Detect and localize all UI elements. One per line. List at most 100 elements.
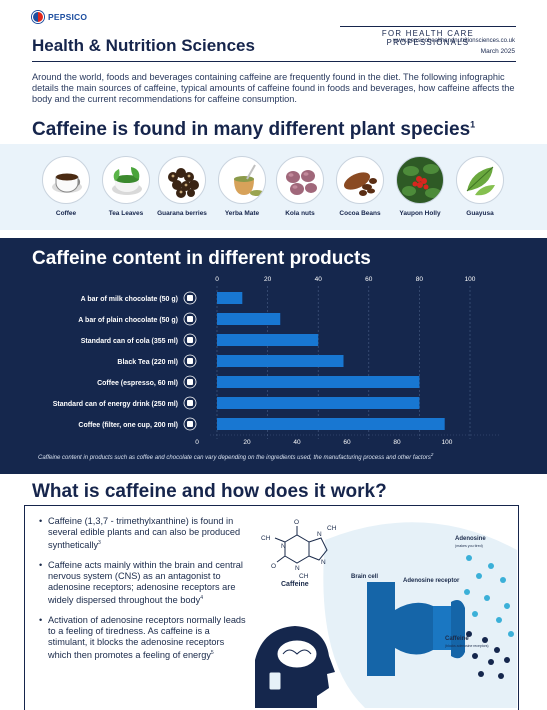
x-tick-label-top: 80 bbox=[416, 276, 424, 283]
espresso-cup-icon-glyph bbox=[187, 379, 193, 385]
mechanism-bullets: Caffeine (1,3,7 - trimethylxanthine) is … bbox=[39, 516, 249, 670]
brand-name: PEPSICO bbox=[48, 12, 88, 22]
pepsico-logo: PEPSICO bbox=[32, 11, 87, 23]
category-label: Coffee (espresso, 60 ml) bbox=[97, 380, 178, 387]
chart-title: Caffeine content in different products bbox=[32, 248, 371, 269]
molecule-atom: CH bbox=[327, 525, 337, 532]
plant-label: Kola nuts bbox=[285, 210, 315, 217]
bullet-text: Activation of adenosine receptors normal… bbox=[48, 615, 246, 661]
chart-bar bbox=[217, 313, 281, 325]
coffee-cup-icon bbox=[42, 156, 90, 204]
plant-item-kola-nuts: Kola nuts bbox=[270, 156, 330, 217]
yaupon-holly-icon bbox=[396, 156, 444, 204]
chart-note-ref: 2 bbox=[430, 452, 434, 457]
category-label: A bar of milk chocolate (50 g) bbox=[81, 296, 178, 303]
x-tick-label-bottom: 60 bbox=[343, 439, 351, 446]
bullet-item: Caffeine (1,3,7 - trimethylxanthine) is … bbox=[39, 516, 249, 551]
publish-date: March 2025 bbox=[480, 48, 515, 55]
x-tick-label-top: 0 bbox=[215, 276, 219, 283]
adenosine-sublabel: (makes you tired) bbox=[455, 544, 483, 548]
caffeine-dots bbox=[466, 631, 510, 679]
category-label: Coffee (filter, one cup, 200 ml) bbox=[78, 422, 178, 429]
plain-chocolate-icon bbox=[183, 312, 197, 326]
tea-leaves-icon bbox=[102, 156, 150, 204]
x-tick-label-bottom: 100 bbox=[442, 439, 453, 446]
caffeine-molecule-icon bbox=[274, 526, 328, 564]
plant-sources-band: Coffee Tea Leaves Guarana berries Yerba … bbox=[0, 144, 547, 230]
molecule-atom: N bbox=[321, 559, 326, 566]
plant-label: Yerba Mate bbox=[224, 210, 260, 217]
molecule-atom: O bbox=[271, 563, 276, 570]
yerba-mate-icon bbox=[218, 156, 266, 204]
x-tick-label-bottom: 80 bbox=[393, 439, 401, 446]
caffeine-bar-chart: 0 20 40 60 80 100 0 20 40 60 80 100 A bar of milk ch… bbox=[53, 276, 500, 446]
section-plants-heading: Caffeine is found in many different plan… bbox=[32, 119, 475, 141]
guarana-berries-icon bbox=[158, 156, 206, 204]
filter-coffee-icon-glyph bbox=[187, 421, 193, 427]
category-label: Black Tea (220 ml) bbox=[117, 359, 178, 366]
plant-label: Cocoa Beans bbox=[339, 210, 381, 217]
x-tick-label-top: 20 bbox=[264, 276, 272, 283]
energy-drink-icon-glyph bbox=[187, 400, 193, 406]
adenosine-label: Adenosine bbox=[455, 536, 486, 542]
caffeine-chart-panel: Caffeine content in different products 0… bbox=[0, 238, 547, 474]
coffee-cup-icon bbox=[268, 671, 282, 691]
caffeine-sublabel: (blocks adenosine receptors) bbox=[445, 644, 489, 648]
page-header: PEPSICO Health & Nutrition Sciences FOR … bbox=[0, 0, 547, 66]
x-tick-label-bottom: 40 bbox=[293, 439, 301, 446]
x-tick-label-bottom: 0 bbox=[195, 439, 199, 446]
plant-item-cocoa-beans: Cocoa Beans bbox=[330, 156, 390, 217]
chart-bar bbox=[217, 292, 243, 304]
guayusa-icon bbox=[456, 156, 504, 204]
bullet-item: Caffeine acts mainly within the brain an… bbox=[39, 560, 249, 606]
chart-bar bbox=[217, 376, 420, 388]
header-divider bbox=[32, 61, 516, 62]
adenosine-dots bbox=[464, 555, 514, 637]
molecule-atom: CH bbox=[261, 535, 271, 542]
bullet-item: Activation of adenosine receptors normal… bbox=[39, 615, 249, 661]
chart-bar bbox=[217, 418, 445, 430]
category-label: Standard can of energy drink (250 ml) bbox=[53, 401, 178, 408]
teapot-icon-glyph bbox=[187, 358, 193, 364]
category-label: Standard can of cola (355 ml) bbox=[81, 338, 178, 345]
website-link[interactable]: www.pepsicohealthandnutritionsciences.co… bbox=[392, 38, 515, 44]
espresso-cup-icon bbox=[183, 375, 197, 389]
bullet-ref: 3 bbox=[98, 540, 101, 546]
molecule-label: Caffeine bbox=[281, 581, 309, 588]
pepsico-globe-icon bbox=[32, 11, 44, 23]
plant-label: Coffee bbox=[55, 210, 77, 217]
cocoa-beans-icon bbox=[336, 156, 384, 204]
chart-bar bbox=[217, 397, 420, 409]
bullet-text: Caffeine (1,3,7 - trimethylxanthine) is … bbox=[48, 516, 241, 551]
chart-footnote: Caffeine content in products such as cof… bbox=[38, 452, 433, 461]
cola-can-icon bbox=[183, 333, 197, 347]
chart-bar bbox=[217, 355, 344, 367]
molecule-atom: N bbox=[317, 531, 322, 538]
section-plants-title: Caffeine is found in many different plan… bbox=[32, 119, 471, 140]
category-label: A bar of plain chocolate (50 g) bbox=[78, 317, 178, 324]
teapot-icon bbox=[183, 354, 197, 368]
plant-label: Guarana berries bbox=[157, 210, 207, 217]
chart-bar bbox=[217, 334, 319, 346]
page-title: Health & Nutrition Sciences bbox=[32, 36, 255, 55]
plant-label: Tea Leaves bbox=[108, 210, 144, 217]
x-tick-label-top: 60 bbox=[365, 276, 373, 283]
plant-label: Yaupon Holly bbox=[399, 210, 441, 217]
x-tick-label-bottom: 20 bbox=[243, 439, 251, 446]
molecule-atom: O bbox=[294, 519, 299, 526]
section-plants-ref: 1 bbox=[470, 119, 476, 130]
filter-coffee-icon bbox=[183, 417, 197, 431]
caffeine-mechanism-diagram: O N N N N O CH CH CH Caffeine Brain cell… bbox=[255, 510, 517, 708]
plant-item-guayusa: Guayusa bbox=[450, 156, 510, 217]
brain-cell-shape bbox=[367, 582, 433, 676]
plant-item-guarana: Guarana berries bbox=[152, 156, 212, 217]
adenosine-receptor-shape bbox=[433, 606, 451, 650]
plant-item-yaupon-holly: Yaupon Holly bbox=[390, 156, 450, 217]
plant-label: Guayusa bbox=[466, 210, 494, 217]
plant-item-yerba-mate: Yerba Mate bbox=[212, 156, 272, 217]
plain-chocolate-icon-glyph bbox=[187, 316, 193, 322]
mechanism-panel: Caffeine (1,3,7 - trimethylxanthine) is … bbox=[24, 505, 519, 710]
bullet-text: Caffeine acts mainly within the brain an… bbox=[48, 560, 243, 606]
caffeine-label: Caffeine bbox=[445, 636, 469, 642]
chocolate-bar-icon bbox=[183, 291, 197, 305]
